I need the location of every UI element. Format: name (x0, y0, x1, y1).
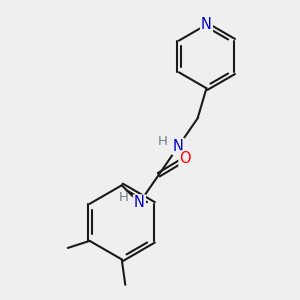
Text: H: H (118, 191, 128, 204)
Text: N: N (173, 139, 184, 154)
Text: N: N (201, 17, 212, 32)
Text: O: O (179, 151, 191, 166)
Text: N: N (134, 195, 145, 210)
Text: H: H (158, 135, 167, 148)
